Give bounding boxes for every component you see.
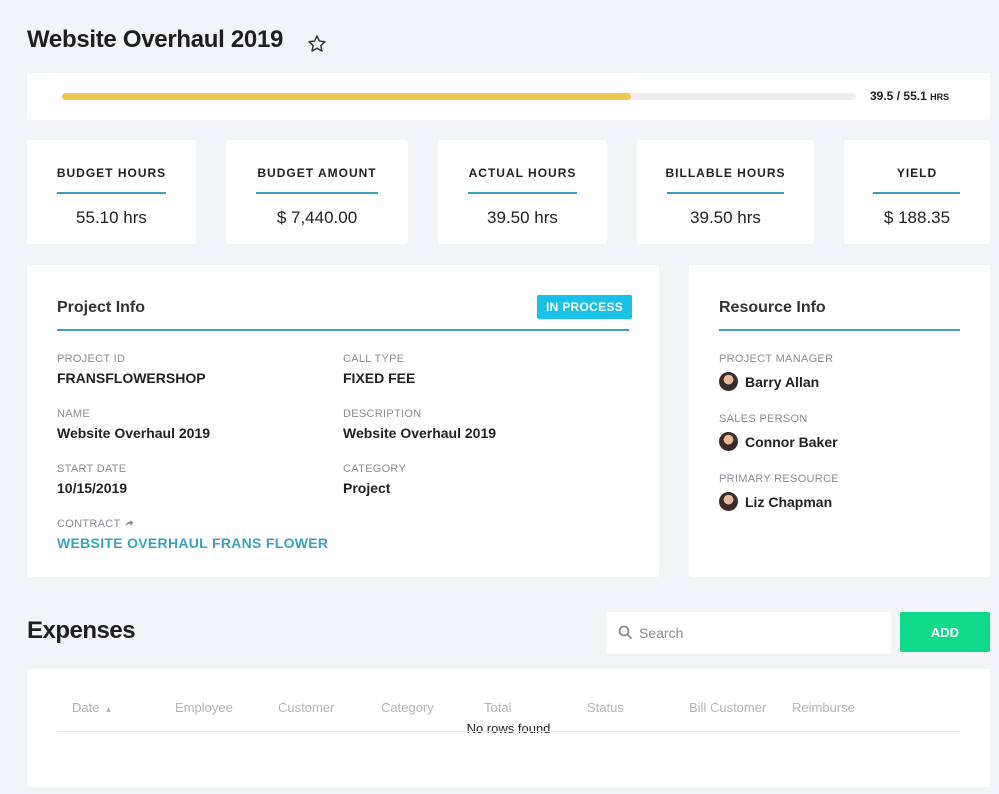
search-box[interactable] bbox=[606, 612, 891, 654]
column-header-status[interactable]: Status bbox=[587, 700, 624, 715]
contract-label-text: CONTRACT bbox=[57, 518, 121, 530]
share-arrow-icon bbox=[125, 519, 134, 527]
page-title: Website Overhaul 2019 bbox=[27, 26, 284, 53]
expenses-title: Expenses bbox=[27, 617, 136, 644]
section-rule bbox=[57, 329, 629, 331]
stat-label: BILLABLE HOURS bbox=[665, 166, 786, 180]
stat-rule bbox=[667, 192, 784, 194]
star-icon[interactable] bbox=[306, 33, 328, 55]
start-date-value: 10/15/2019 bbox=[57, 480, 128, 496]
stat-label: BUDGET HOURS bbox=[56, 166, 167, 180]
stat-value: $ 188.35 bbox=[883, 208, 951, 227]
progress-actual: 39.5 bbox=[870, 89, 894, 103]
stat-budget-hours: BUDGET HOURS 55.10 hrs bbox=[27, 140, 196, 244]
resource-info-title: Resource Info bbox=[719, 299, 826, 316]
stat-label: YIELD bbox=[896, 166, 938, 180]
progress-separator: / bbox=[896, 89, 901, 103]
stat-label: BUDGET AMOUNT bbox=[257, 166, 377, 180]
name-label: NAME bbox=[57, 408, 90, 420]
category-label: CATEGORY bbox=[343, 463, 407, 475]
description-value: Website Overhaul 2019 bbox=[343, 425, 497, 441]
stat-value: 39.50 hrs bbox=[690, 208, 761, 227]
stat-rule bbox=[873, 192, 960, 194]
column-header-date[interactable]: Date ▲ bbox=[72, 700, 112, 715]
project-id-value: FRANSFLOWERSHOP bbox=[57, 370, 206, 386]
column-header-reimburse[interactable]: Reimburse bbox=[792, 700, 855, 715]
column-header-customer[interactable]: Customer bbox=[278, 700, 335, 715]
add-expense-button[interactable]: ADD bbox=[900, 612, 990, 652]
primary-resource-label: PRIMARY RESOURCE bbox=[719, 473, 839, 485]
contract-link[interactable]: WEBSITE OVERHAUL FRANS FLOWER bbox=[57, 535, 329, 551]
avatar bbox=[719, 492, 738, 511]
avatar bbox=[719, 432, 738, 451]
stat-value: 55.10 hrs bbox=[76, 208, 147, 227]
progress-fill bbox=[62, 93, 632, 100]
column-header-employee[interactable]: Employee bbox=[175, 700, 233, 715]
search-icon bbox=[618, 625, 632, 639]
search-input[interactable] bbox=[639, 612, 879, 654]
description-label: DESCRIPTION bbox=[343, 408, 422, 420]
sales-person-label: SALES PERSON bbox=[719, 413, 808, 425]
hours-progress-card: 39.5 / 55.1 HRS bbox=[27, 73, 990, 120]
primary-resource[interactable]: Liz Chapman bbox=[719, 492, 832, 511]
column-label: Date bbox=[72, 700, 100, 715]
stat-rule bbox=[256, 192, 378, 194]
start-date-label: START DATE bbox=[57, 463, 127, 475]
stat-value: 39.50 hrs bbox=[487, 208, 558, 227]
project-id-label: PROJECT ID bbox=[57, 353, 126, 365]
stat-billable-hours: BILLABLE HOURS 39.50 hrs bbox=[637, 140, 814, 244]
section-rule bbox=[719, 329, 960, 331]
name-value: Website Overhaul 2019 bbox=[57, 425, 211, 441]
progress-readout: 39.5 / 55.1 HRS bbox=[870, 89, 949, 103]
stat-actual-hours: ACTUAL HOURS 39.50 hrs bbox=[438, 140, 607, 244]
status-badge: IN PROCESS bbox=[537, 295, 633, 319]
stat-yield: YIELD $ 188.35 bbox=[844, 140, 990, 244]
project-info-card: Project Info IN PROCESS PROJECT ID FRANS… bbox=[27, 265, 659, 577]
sort-ascending-icon: ▲ bbox=[104, 705, 113, 714]
person-name: Barry Allan bbox=[745, 373, 820, 390]
call-type-label: CALL TYPE bbox=[343, 353, 405, 365]
stat-rule bbox=[57, 192, 166, 194]
stat-rule bbox=[468, 192, 577, 194]
progress-budget: 55.1 bbox=[903, 89, 927, 103]
avatar bbox=[719, 372, 738, 391]
contract-label: CONTRACT bbox=[57, 518, 134, 530]
stat-budget-amount: BUDGET AMOUNT $ 7,440.00 bbox=[226, 140, 408, 244]
empty-state-text: No rows found bbox=[466, 721, 551, 736]
stat-label: ACTUAL HOURS bbox=[468, 166, 577, 180]
progress-unit: HRS bbox=[930, 92, 950, 102]
table-divider bbox=[57, 731, 960, 732]
person-name: Connor Baker bbox=[745, 433, 838, 450]
sales-person[interactable]: Connor Baker bbox=[719, 432, 838, 451]
person-name: Liz Chapman bbox=[745, 493, 833, 510]
project-manager-label: PROJECT MANAGER bbox=[719, 353, 834, 365]
project-manager[interactable]: Barry Allan bbox=[719, 372, 819, 391]
stat-value: $ 7,440.00 bbox=[276, 208, 358, 227]
project-info-title: Project Info bbox=[57, 299, 146, 316]
column-header-total[interactable]: Total bbox=[484, 700, 512, 715]
column-header-category[interactable]: Category bbox=[381, 700, 434, 715]
column-header-bill-customer[interactable]: Bill Customer bbox=[689, 700, 767, 715]
category-value: Project bbox=[343, 480, 391, 496]
call-type-value: FIXED FEE bbox=[343, 370, 416, 386]
progress-track bbox=[62, 93, 856, 100]
expenses-table: Date ▲ Employee Customer Category Total S… bbox=[27, 669, 990, 787]
resource-info-card: Resource Info PROJECT MANAGER Barry Alla… bbox=[689, 265, 990, 577]
